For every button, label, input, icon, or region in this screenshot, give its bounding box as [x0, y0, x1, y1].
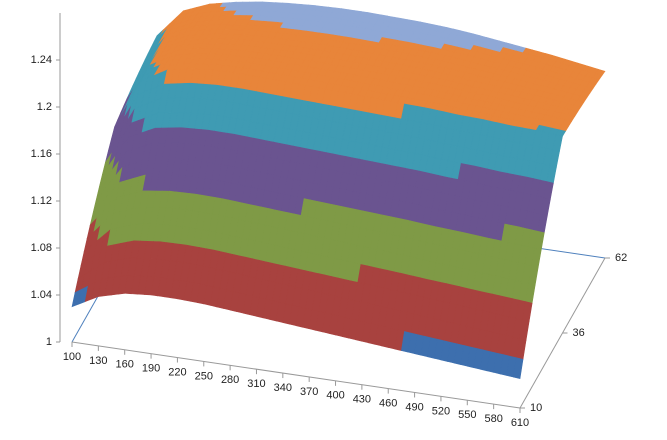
x-tick-label: 550 — [458, 409, 476, 421]
depth-label: 10 — [530, 402, 542, 414]
y-tick-label: 1.12 — [31, 195, 52, 207]
x-tick-label: 310 — [247, 378, 265, 390]
y-tick-label: 1.04 — [31, 289, 52, 301]
depth-label: 62 — [615, 252, 627, 264]
surface-cell — [513, 357, 524, 379]
y-tick-label: 1.08 — [31, 242, 52, 254]
x-tick-label: 340 — [274, 382, 292, 394]
y-tick-label: 1 — [46, 336, 52, 348]
x-tick-label: 100 — [63, 351, 81, 363]
y-tick-label: 1.2 — [37, 101, 52, 113]
x-tick-label: 250 — [195, 370, 213, 382]
x-tick-label: 160 — [116, 359, 134, 371]
x-tick-label: 460 — [379, 397, 397, 409]
x-tick-label: 220 — [168, 366, 186, 378]
x-tick-label: 280 — [221, 374, 239, 386]
y-tick-label: 1.16 — [31, 148, 52, 160]
x-tick-label: 520 — [432, 405, 450, 417]
depth-label: 36 — [573, 327, 585, 339]
x-tick-label: 130 — [89, 355, 107, 367]
x-tick-label: 490 — [405, 401, 423, 413]
x-tick-label: 370 — [300, 386, 318, 398]
x-tick-label: 190 — [142, 363, 160, 375]
y-tick-label: 1.24 — [31, 54, 52, 66]
x-tick-label: 430 — [353, 394, 371, 406]
x-tick-label: 400 — [326, 390, 344, 402]
x-tick-label: 580 — [484, 413, 502, 425]
x-tick-label: 610 — [511, 417, 529, 429]
x-axis — [71, 341, 521, 409]
